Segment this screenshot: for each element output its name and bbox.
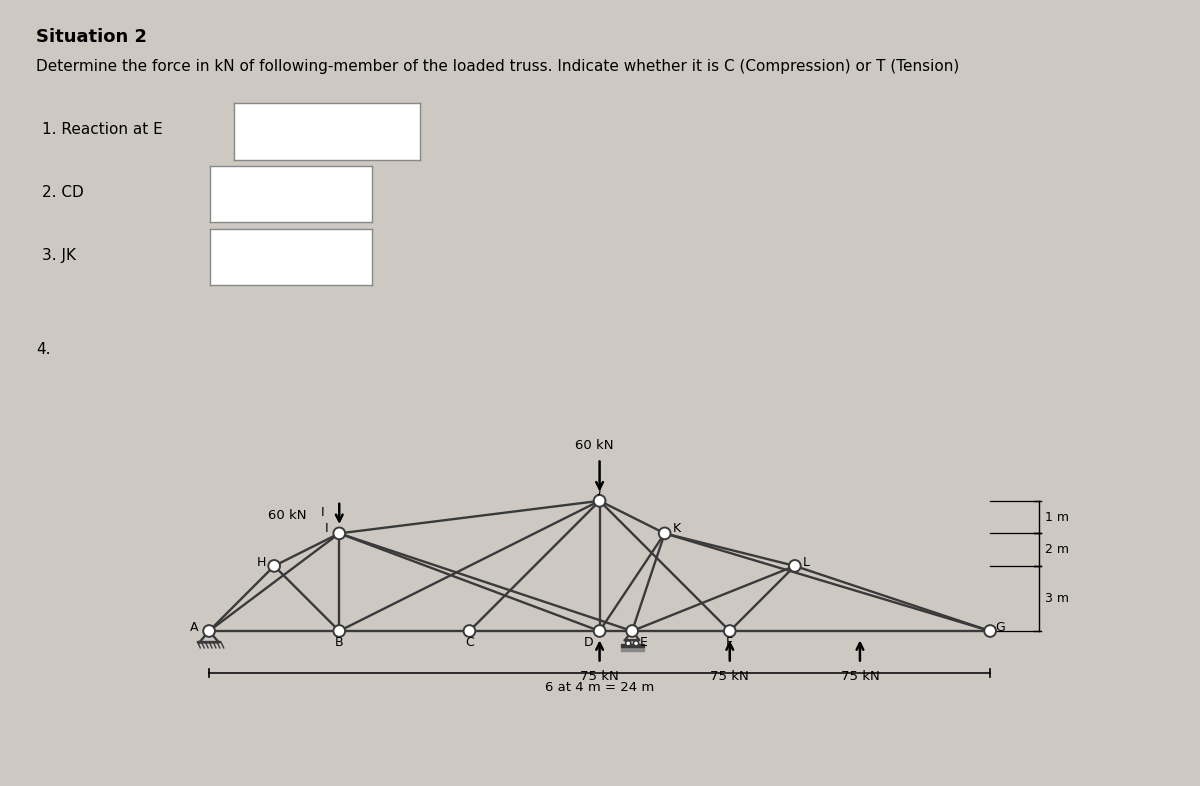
- Circle shape: [594, 625, 606, 637]
- Text: 1. Reaction at E: 1. Reaction at E: [42, 122, 163, 138]
- Text: K: K: [673, 522, 682, 535]
- Circle shape: [626, 625, 638, 637]
- Text: Situation 2: Situation 2: [36, 28, 148, 46]
- Text: 2. CD: 2. CD: [42, 185, 84, 200]
- Text: E: E: [640, 636, 648, 649]
- Text: 60 kN: 60 kN: [268, 509, 306, 522]
- Circle shape: [659, 527, 671, 539]
- Circle shape: [634, 641, 638, 646]
- Text: B: B: [335, 636, 343, 649]
- Circle shape: [724, 625, 736, 637]
- Text: 4.: 4.: [36, 342, 50, 358]
- Text: A: A: [190, 621, 199, 634]
- Text: Determine the force in kN of following-member of the loaded truss. Indicate whet: Determine the force in kN of following-m…: [36, 59, 959, 74]
- Text: L: L: [803, 556, 810, 569]
- Text: 60 kN: 60 kN: [576, 439, 614, 452]
- Text: F: F: [726, 636, 733, 649]
- Text: C: C: [466, 636, 474, 649]
- Text: 1 m: 1 m: [1045, 511, 1069, 523]
- Circle shape: [334, 625, 346, 637]
- Circle shape: [984, 625, 996, 637]
- Text: G: G: [995, 621, 1004, 634]
- Circle shape: [334, 527, 346, 539]
- Text: 75 kN: 75 kN: [840, 670, 880, 683]
- Text: 3 m: 3 m: [1045, 592, 1069, 605]
- Circle shape: [594, 495, 606, 507]
- Circle shape: [203, 625, 215, 637]
- Text: J: J: [598, 482, 601, 495]
- Text: I: I: [322, 505, 325, 519]
- Text: I: I: [325, 522, 329, 535]
- Text: H: H: [257, 556, 266, 569]
- Bar: [620, 648, 643, 651]
- Bar: [620, 644, 643, 648]
- Circle shape: [625, 641, 631, 646]
- Text: 75 kN: 75 kN: [581, 670, 619, 683]
- Circle shape: [788, 560, 800, 571]
- Text: D: D: [583, 636, 593, 649]
- Text: 6 at 4 m = 24 m: 6 at 4 m = 24 m: [545, 681, 654, 695]
- Circle shape: [463, 625, 475, 637]
- Text: 75 kN: 75 kN: [710, 670, 749, 683]
- Text: 3. JK: 3. JK: [42, 248, 76, 263]
- Circle shape: [269, 560, 280, 571]
- Text: 2 m: 2 m: [1045, 543, 1069, 556]
